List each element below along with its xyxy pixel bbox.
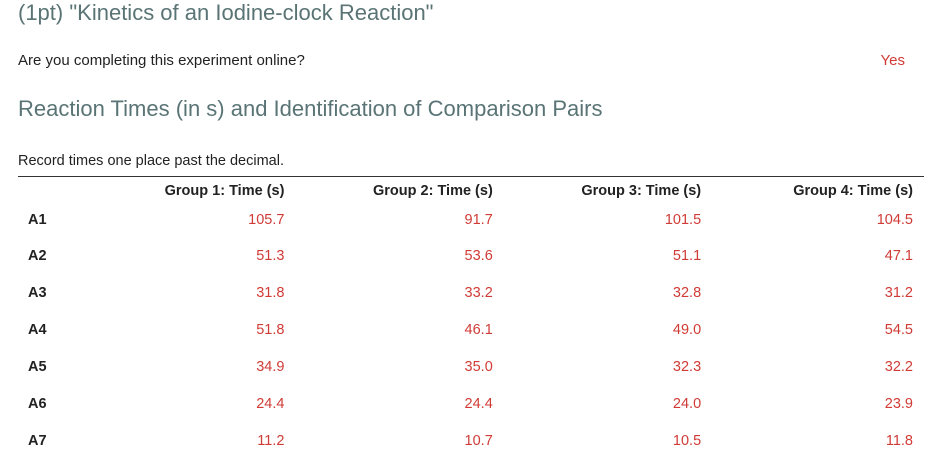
time-value-cell[interactable]: 104.5	[876, 212, 913, 228]
time-value-cell[interactable]: 51.1	[672, 247, 702, 264]
time-value-cell[interactable]: 105.7	[248, 212, 285, 228]
row-label: A5	[28, 358, 47, 375]
time-value-cell[interactable]: 101.5	[664, 212, 702, 228]
row-label: A6	[28, 395, 47, 412]
time-value-cell[interactable]: 31.8	[256, 284, 285, 301]
time-value-cell[interactable]: 31.2	[884, 284, 913, 301]
column-header-group-3: Group 3: Time (s)	[581, 183, 702, 199]
time-value-cell[interactable]: 24.0	[672, 395, 702, 412]
time-value-cell[interactable]: 32.2	[884, 358, 913, 375]
online-question-row: Are you completing this experiment onlin…	[18, 52, 905, 69]
time-value-cell[interactable]: 32.3	[672, 358, 702, 375]
time-value-cell[interactable]: 35.0	[464, 358, 493, 375]
table-row: A1 105.7 91.7 101.5 104.5	[18, 203, 924, 237]
time-value-cell[interactable]: 11.2	[257, 432, 285, 449]
table-row: A4 51.8 46.1 49.0 54.5	[18, 311, 924, 348]
time-value-cell[interactable]: 24.4	[464, 395, 493, 412]
header-rule-line	[18, 176, 924, 177]
online-question-text: Are you completing this experiment onlin…	[18, 52, 305, 69]
page-title: (1pt) "Kinetics of an Iodine-clock React…	[18, 0, 434, 25]
row-label: A4	[28, 321, 47, 338]
time-value-cell[interactable]: 51.3	[256, 247, 285, 264]
time-value-cell[interactable]: 46.1	[464, 321, 493, 338]
time-value-cell[interactable]: 33.2	[464, 284, 493, 301]
row-label: A7	[28, 432, 47, 449]
time-value-cell[interactable]: 49.0	[672, 321, 702, 338]
time-value-cell[interactable]: 10.7	[464, 432, 493, 449]
column-header-group-1: Group 1: Time (s)	[164, 183, 285, 199]
row-label: A2	[28, 247, 47, 264]
time-value-cell[interactable]: 51.8	[256, 321, 285, 338]
time-value-cell[interactable]: 24.4	[256, 395, 285, 412]
instruction-text: Record times one place past the decimal.	[18, 153, 284, 169]
time-value-cell[interactable]: 32.8	[672, 284, 702, 301]
table-row: A6 24.4 24.4 24.0 23.9	[18, 385, 924, 422]
table-row: A2 51.3 53.6 51.1 47.1	[18, 237, 924, 274]
row-label: A1	[28, 212, 47, 228]
section-title: Reaction Times (in s) and Identification…	[18, 96, 603, 121]
table-row: A3 31.8 33.2 32.8 31.2	[18, 274, 924, 311]
table-row: A7 11.2 10.7 10.5 11.8	[18, 422, 924, 459]
column-header-group-2: Group 2: Time (s)	[373, 183, 493, 199]
time-value-cell[interactable]: 10.5	[672, 432, 702, 449]
time-value-cell[interactable]: 91.7	[464, 212, 493, 228]
table-corner-cell	[18, 179, 87, 203]
online-answer-value[interactable]: Yes	[880, 52, 905, 69]
time-value-cell[interactable]: 47.1	[884, 247, 913, 264]
column-header-group-4: Group 4: Time (s)	[793, 183, 913, 199]
time-value-cell[interactable]: 23.9	[884, 395, 913, 412]
table-row: A5 34.9 35.0 32.3 32.2	[18, 348, 924, 385]
reaction-times-table: Group 1: Time (s) Group 2: Time (s) Grou…	[18, 179, 924, 459]
row-label: A3	[28, 284, 47, 301]
table-header-row: Group 1: Time (s) Group 2: Time (s) Grou…	[18, 179, 924, 203]
time-value-cell[interactable]: 54.5	[884, 321, 913, 338]
time-value-cell[interactable]: 53.6	[464, 247, 493, 264]
time-value-cell[interactable]: 34.9	[256, 358, 285, 375]
time-value-cell[interactable]: 11.8	[885, 432, 913, 449]
